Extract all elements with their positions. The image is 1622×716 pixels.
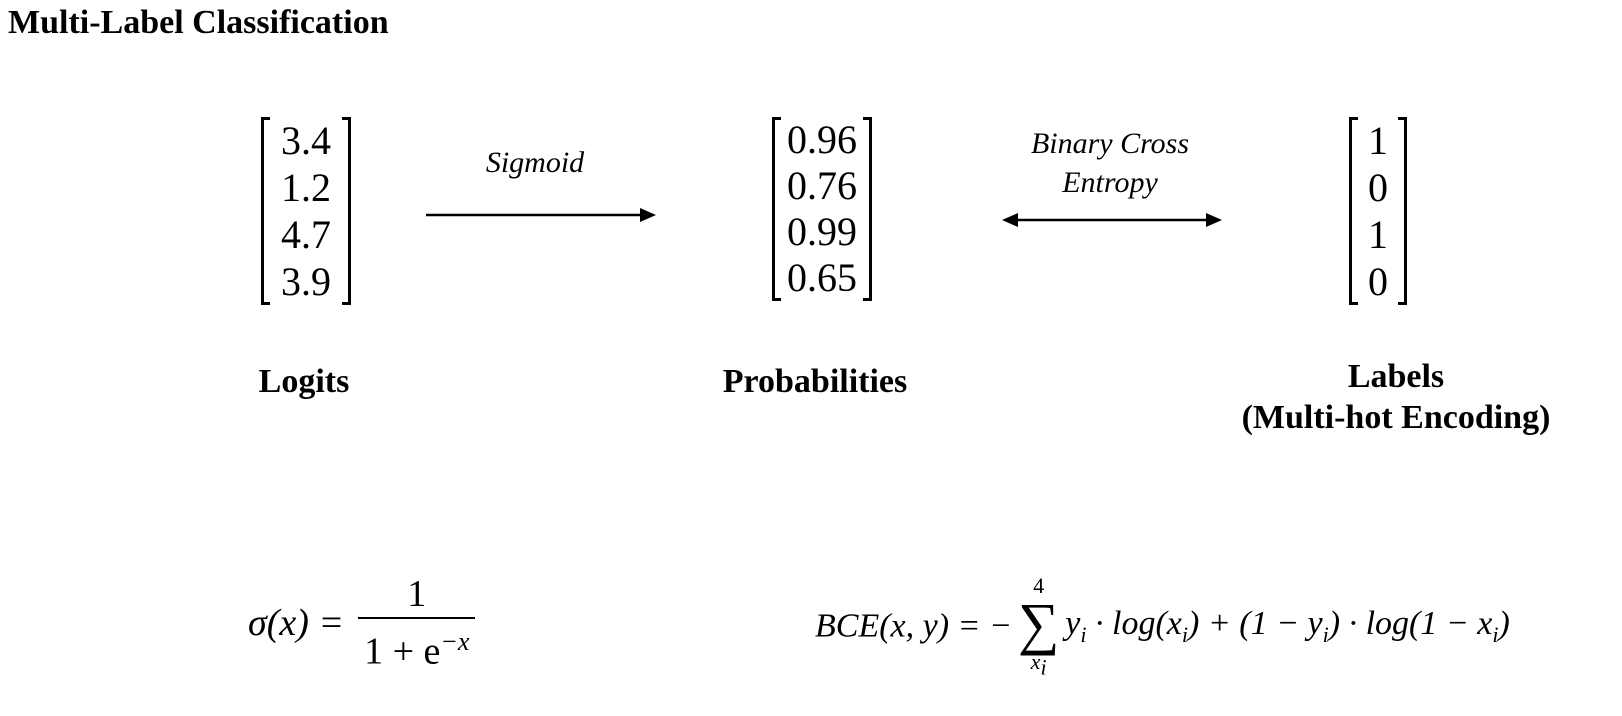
sigmoid-lhs: σ(x) = — [248, 601, 345, 644]
sigmoid-numerator: 1 — [407, 573, 427, 615]
logit-value: 3.4 — [281, 118, 331, 163]
label-value: 1 — [1368, 118, 1388, 163]
bce-double-arrow — [1002, 213, 1222, 227]
probability-value: 0.76 — [787, 163, 857, 208]
labels-caption-line1: Labels — [1347, 358, 1445, 395]
probabilities-caption: Probabilities — [722, 363, 908, 400]
summation-symbol: 4 ∑ xi — [1017, 573, 1060, 680]
probability-value: 0.96 — [787, 117, 857, 162]
logit-value: 1.2 — [281, 165, 331, 210]
bce-body: yi · log(xi) + (1 − yi) · log(1 − xi) — [1065, 605, 1510, 648]
page-title: Multi-Label Classification — [8, 4, 389, 41]
sigmoid-fraction: 1 1 + e−x — [358, 571, 476, 675]
probability-value: 0.65 — [787, 255, 857, 300]
bce-label-line2: Entropy — [1062, 166, 1158, 199]
logit-value: 4.7 — [281, 212, 331, 257]
label-value: 0 — [1368, 259, 1388, 304]
sigmoid-label: Sigmoid — [485, 146, 585, 179]
logits-caption: Logits — [258, 363, 350, 400]
label-value: 0 — [1368, 165, 1388, 210]
sum-upper-limit: 4 — [1033, 573, 1045, 598]
sigmoid-denominator: 1 + e−x — [364, 627, 470, 673]
bce-label-line1: Binary Cross — [1030, 127, 1190, 160]
bce-lhs: BCE(x, y) = − — [815, 607, 1012, 645]
probability-value: 0.99 — [787, 209, 857, 254]
bce-formula: BCE(x, y) = − 4 ∑ xi yi · log(xi) + (1 −… — [815, 574, 1510, 679]
logit-value: 3.9 — [281, 259, 331, 304]
sigmoid-exponent: −x — [440, 627, 470, 656]
sum-lower-limit: xi — [1030, 649, 1047, 680]
logits-matrix: 3.4 1.2 4.7 3.9 — [261, 117, 351, 305]
probabilities-matrix: 0.96 0.76 0.99 0.65 — [772, 117, 872, 301]
labels-matrix: 1 0 1 0 — [1349, 117, 1407, 305]
sigmoid-arrow — [426, 208, 656, 222]
label-value: 1 — [1368, 212, 1388, 257]
sigmoid-formula: σ(x) = 1 1 + e−x — [248, 571, 476, 675]
labels-caption-line2: (Multi-hot Encoding) — [1241, 399, 1551, 436]
